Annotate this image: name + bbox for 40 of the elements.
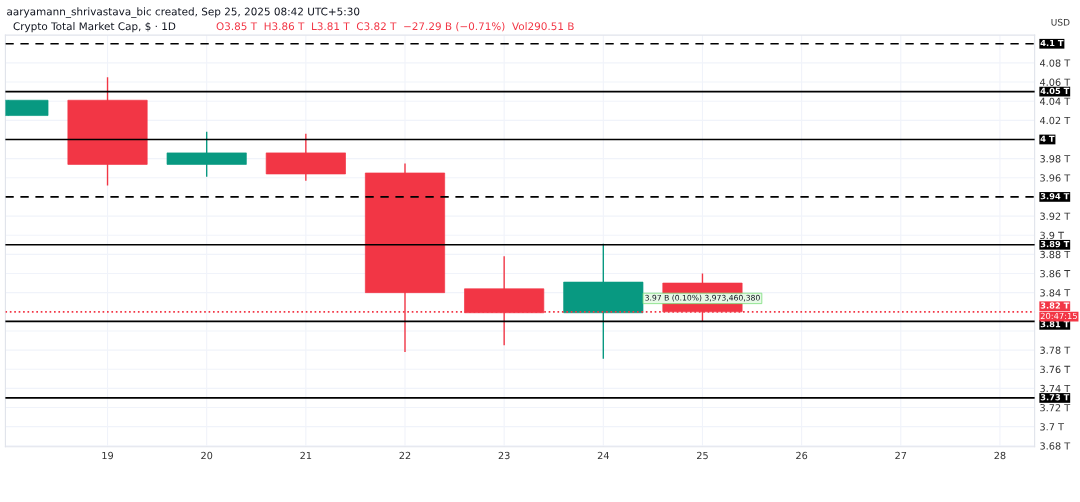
x-tick-label: 21 xyxy=(300,451,312,460)
text: aaryamann_shrivastava_bic created, Sep 25, 2025 08:42 UTC+5:30 xyxy=(7,7,360,18)
y-tick-label: 3.76 T xyxy=(1040,365,1071,374)
y-tick-label: 3.74 T xyxy=(1040,384,1071,393)
ref-line-label: 3.94 T xyxy=(1040,193,1070,200)
y-tick-label: 3.72 T xyxy=(1040,404,1071,412)
y-tick-label: 3.68 T xyxy=(1040,442,1071,450)
y-tick-label: 3.92 T xyxy=(1040,212,1071,220)
y-tick-label: 4.04 T xyxy=(1039,97,1071,106)
x-tick-label: 24 xyxy=(597,451,609,460)
ref-line-label: 4 T xyxy=(1040,135,1055,142)
x-tick-label: 23 xyxy=(498,451,510,460)
x-tick-label: 20 xyxy=(201,451,213,460)
x-tick-label: 26 xyxy=(796,451,808,460)
x-tick-label: 28 xyxy=(994,451,1006,460)
y-tick-label: 3.9 T xyxy=(1040,231,1065,240)
x-tick-label: 27 xyxy=(895,451,907,460)
y-tick-label: 4.02 T xyxy=(1039,116,1071,125)
y-axis-title: USD xyxy=(1051,18,1070,26)
y-tick-label: 3.78 T xyxy=(1040,346,1071,354)
chart-subtitle: O3.85 T H3.86 T L3.81 T C3.82 T −27.29 B (−0.71%) Vol290.51 B xyxy=(216,22,574,32)
ref-line-label: 3.81 T xyxy=(1040,320,1070,328)
ref-line-label: 4.05 T xyxy=(1040,87,1070,95)
chart-title: Crypto Total Market Cap, $ · 1D xyxy=(13,22,176,33)
ref-line-label: 4.1 T xyxy=(1040,39,1064,47)
annotation: 20:47:15 xyxy=(1040,312,1077,320)
x-tick-label: 22 xyxy=(399,451,411,460)
y-tick-label: 3.86 T xyxy=(1040,269,1071,278)
y-tick-label: 3.98 T xyxy=(1040,155,1071,163)
ref-line-label: 3.82 T xyxy=(1040,302,1070,309)
x-tick-label: 25 xyxy=(696,451,708,460)
y-tick-label: 4.06 T xyxy=(1039,78,1071,86)
ref-line-label: 3.73 T xyxy=(1040,394,1070,401)
y-tick-label: 3.84 T xyxy=(1040,289,1071,297)
y-tick-label: 4.08 T xyxy=(1039,59,1071,67)
y-tick-label: 3.88 T xyxy=(1040,250,1071,259)
ref-line-label: 3.89 T xyxy=(1040,240,1070,248)
y-tick-label: 3.7 T xyxy=(1040,423,1065,431)
x-tick-label: 19 xyxy=(102,451,114,460)
y-tick-label: 3.96 T xyxy=(1040,174,1071,182)
